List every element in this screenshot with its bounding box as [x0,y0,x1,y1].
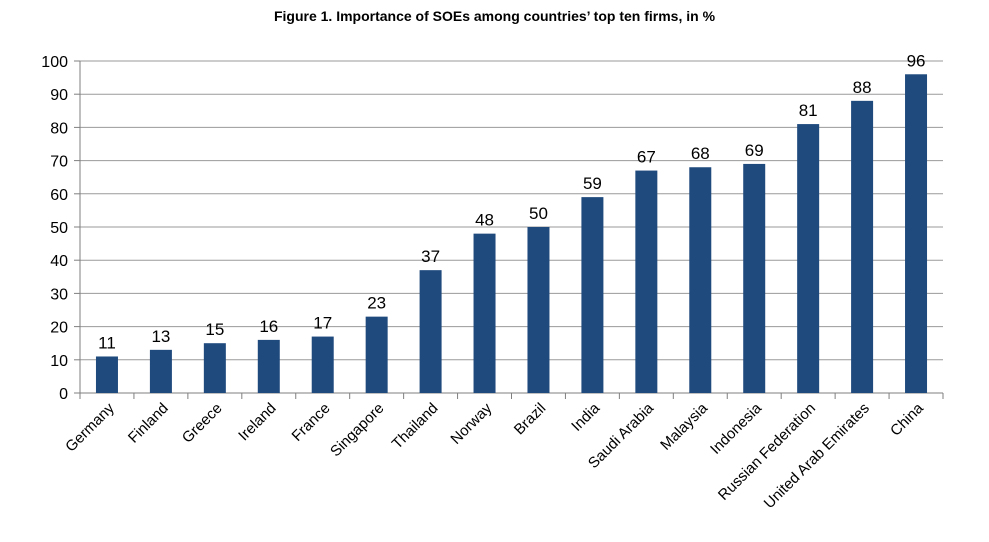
data-label: 23 [367,294,386,313]
bar [473,233,496,393]
bars [95,74,928,393]
x-tick-label: India [568,399,603,434]
bar [797,124,820,393]
y-tick-label: 40 [50,253,68,270]
bar [851,100,874,393]
bar [635,170,658,393]
y-tick-label: 10 [50,353,68,370]
bar [149,349,172,393]
data-label: 69 [745,141,764,160]
y-tick-label: 50 [50,220,68,237]
data-label: 68 [691,144,710,163]
x-axis-labels: Germany Finland Greece Ireland FranceSingapo… [62,399,927,512]
y-tick-label: 80 [50,120,68,137]
data-labels: 11 13 15 16 17 23 37 48 50 59 67 68 69 81 88 96 [98,51,925,352]
data-label: 48 [475,211,494,230]
y-tick-label: 100 [41,54,68,71]
bar [95,356,118,393]
data-label: 16 [259,317,278,336]
x-tick-label: Finland [125,400,172,447]
data-label: 81 [799,101,818,120]
data-label: 50 [529,204,548,223]
x-tick-label: Norway [447,399,495,447]
x-tick-label: France [289,400,334,445]
y-tick-label: 0 [59,386,68,403]
y-tick-label: 20 [50,320,68,337]
x-tick-label: United Arab Emirates [761,400,873,512]
bar [689,167,712,393]
data-label: 59 [583,174,602,193]
data-label: 37 [421,247,440,266]
chart-title: Figure 1. Importance of SOEs among count… [273,8,716,24]
y-tick-label: 90 [50,87,68,104]
data-label: 17 [313,314,332,333]
x-tick-label: Malaysia [657,399,711,453]
x-tick-label: Germany [62,399,118,455]
bar [365,316,388,393]
x-tick-label: Russian Federation [715,400,819,504]
data-label: 13 [151,327,170,346]
x-tick-label: Brazil [511,400,550,439]
y-tick-label: 30 [50,286,68,303]
y-tick-label: 60 [50,187,68,204]
bar [581,197,604,393]
bar [905,74,928,393]
x-tick-label: Ireland [235,400,279,444]
x-tick-label: China [887,399,927,439]
data-label: 88 [853,78,872,97]
bar [419,270,442,393]
x-tick-label: Singapore [327,400,387,460]
bar [311,336,334,393]
bar [743,163,766,393]
data-label: 11 [98,333,116,352]
x-tick-label: Thailand [389,400,442,453]
data-label: 96 [907,51,926,70]
x-tick-label: Greece [179,400,226,447]
data-label: 15 [205,320,224,339]
bar [257,339,280,393]
bar [527,227,550,393]
bar [203,343,226,393]
data-label: 67 [637,148,656,167]
y-tick-label: 70 [50,154,68,171]
